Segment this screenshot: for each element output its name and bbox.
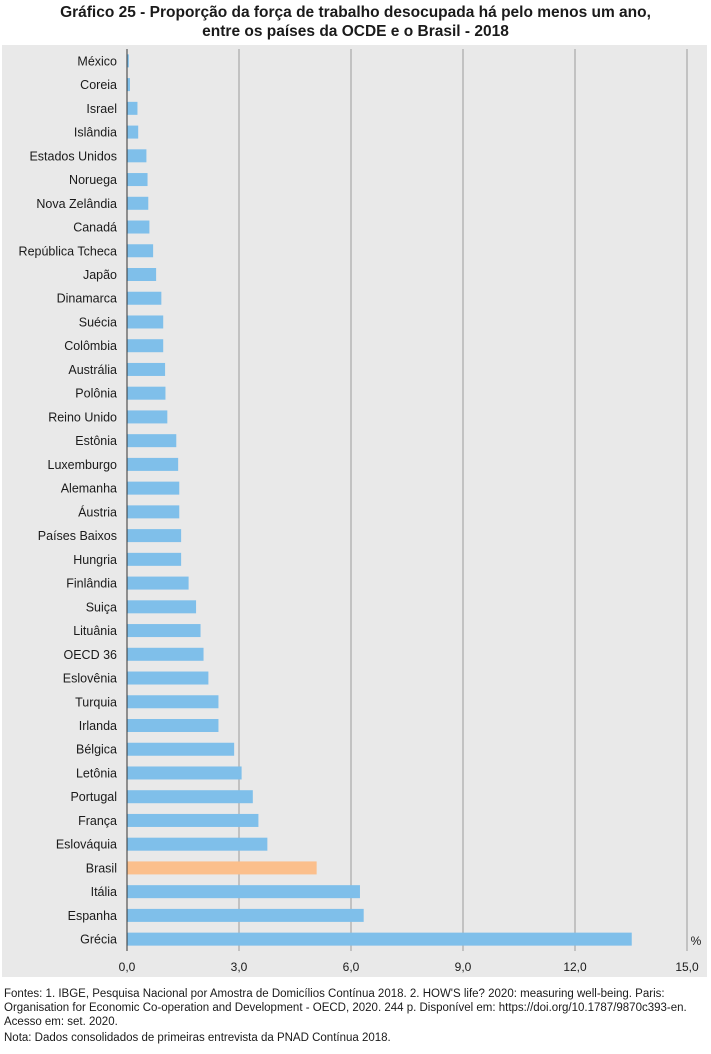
bar-8 <box>127 244 154 258</box>
unit-label: % <box>691 934 702 948</box>
category-label: Lituânia <box>73 624 117 638</box>
bar-27 <box>127 695 219 709</box>
bar-11 <box>127 315 164 329</box>
bar-25 <box>127 647 204 661</box>
bar-2 <box>127 101 138 115</box>
chart-panel: México Coreia Israel Islândia Estados Unidos… <box>2 45 707 977</box>
category-label: Grécia <box>80 933 117 947</box>
category-label: Coreia <box>80 78 117 92</box>
bar-23 <box>127 600 197 614</box>
bar-17 <box>127 457 179 471</box>
bar-18 <box>127 481 180 495</box>
bar-19 <box>127 505 180 519</box>
bar-10 <box>127 291 162 305</box>
bar-31 <box>127 790 253 804</box>
category-label: Brasil <box>86 861 117 875</box>
chart-notes: Fontes: 1. IBGE, Pesquisa Nacional por A… <box>4 987 704 1045</box>
sources-note: Fontes: 1. IBGE, Pesquisa Nacional por A… <box>4 988 687 1028</box>
x-tick-label: 0,0 <box>119 960 136 974</box>
bar-24 <box>127 624 201 638</box>
bar-20 <box>127 529 182 543</box>
bar-chart: México Coreia Israel Islândia Estados Unidos… <box>19 49 702 974</box>
x-tick-label: 9,0 <box>455 960 472 974</box>
category-label: Eslováquia <box>56 838 117 852</box>
bar-21 <box>127 552 182 566</box>
category-label: Suiça <box>86 600 117 614</box>
category-label: Reino Unido <box>48 410 117 424</box>
category-label: México <box>77 54 117 68</box>
category-label: Polônia <box>75 387 117 401</box>
category-label: Portugal <box>70 790 117 804</box>
bar-9 <box>127 268 157 281</box>
bar-37 <box>127 932 632 946</box>
bar-34 <box>127 861 317 875</box>
chart-title: Gráfico 25 - Proporção da força de traba… <box>0 3 711 41</box>
category-label: Japão <box>83 268 117 282</box>
category-label: Suécia <box>79 315 117 329</box>
category-label: Irlanda <box>79 719 117 733</box>
category-label: Eslovênia <box>63 672 117 686</box>
category-label: Espanha <box>68 909 117 923</box>
category-label: Turquia <box>75 695 117 709</box>
category-label: Letônia <box>76 766 117 780</box>
chart-title-line-1: Gráfico 25 - Proporção da força de traba… <box>60 4 651 21</box>
bar-6 <box>127 196 149 210</box>
bar-7 <box>127 220 150 234</box>
category-label: França <box>78 814 117 828</box>
x-tick-label: 15,0 <box>675 960 699 974</box>
bar-14 <box>127 386 166 400</box>
category-label: República Tcheca <box>19 244 117 258</box>
x-tick-label: 12,0 <box>563 960 587 974</box>
category-label: Islândia <box>74 126 117 140</box>
category-label: Itália <box>91 885 117 899</box>
bar-5 <box>127 173 148 187</box>
category-label: Israel <box>86 102 117 116</box>
bar-33 <box>127 837 268 851</box>
chart-title-line-2: entre os países da OCDE e o Brasil - 201… <box>202 23 509 40</box>
x-tick-label: 3,0 <box>231 960 248 974</box>
bar-35 <box>127 885 360 899</box>
category-label: Hungria <box>73 553 117 567</box>
category-label: Colômbia <box>64 339 117 353</box>
category-label: Estados Unidos <box>29 149 117 163</box>
bar-15 <box>127 410 168 424</box>
bar-26 <box>127 671 209 685</box>
bar-36 <box>127 908 364 922</box>
category-label: Noruega <box>69 173 117 187</box>
category-label: OECD 36 <box>64 648 118 662</box>
bar-32 <box>127 813 259 827</box>
data-note: Nota: Dados consolidados de primeiras en… <box>4 1032 391 1044</box>
category-label: Países Baixos <box>38 529 117 543</box>
bar-1 <box>127 78 130 92</box>
bar-28 <box>127 719 219 732</box>
category-label: Áustria <box>78 504 117 519</box>
category-label: Nova Zelândia <box>36 197 117 211</box>
category-label: Finlândia <box>66 577 117 591</box>
category-label: Bélgica <box>76 743 117 757</box>
category-label: Luxemburgo <box>48 458 118 472</box>
bar-22 <box>127 576 189 590</box>
category-label: Dinamarca <box>57 292 117 306</box>
x-tick-label: 6,0 <box>343 960 360 974</box>
bar-3 <box>127 125 139 139</box>
bar-13 <box>127 362 166 376</box>
category-label: Austrália <box>68 363 117 377</box>
category-label: Estônia <box>75 434 117 448</box>
bar-30 <box>127 766 242 780</box>
bar-29 <box>127 742 235 756</box>
bar-0 <box>127 54 129 68</box>
bar-4 <box>127 149 147 163</box>
bar-12 <box>127 339 164 353</box>
category-label: Alemanha <box>61 482 117 496</box>
category-label: Canadá <box>73 221 117 235</box>
bar-16 <box>127 434 177 448</box>
